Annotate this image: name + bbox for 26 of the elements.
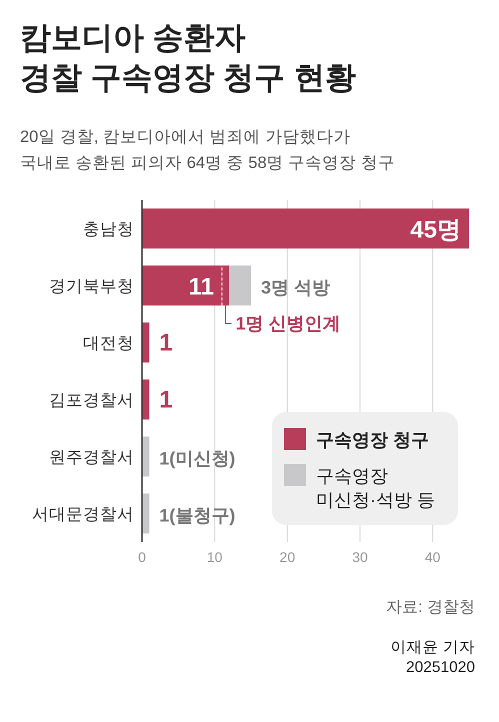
- annotation: 이재윤 기자: [390, 639, 475, 656]
- category: 대전청: [83, 334, 134, 352]
- category: 원주경찰서: [49, 448, 134, 466]
- category: 충남청: [83, 220, 134, 238]
- legend-label: 구속영장 청구: [316, 430, 430, 450]
- data-label: 1: [159, 330, 173, 356]
- legend-label: 구속영장 미신청·석방 등: [316, 466, 435, 510]
- data-label: 3명 석방: [261, 278, 330, 298]
- subtitle: 20일 경찰, 캄보디아에서 범죄에 가담했다가 국내로 송환된 피의자 64명 중 58명 구속영장 청구: [20, 128, 395, 172]
- xtick: 10: [206, 549, 222, 565]
- xtick: 30: [352, 549, 368, 565]
- data-label: 11: [188, 274, 214, 300]
- category: 김포경찰서: [49, 392, 134, 410]
- xtick: 40: [424, 549, 440, 565]
- title: 캄보디아 송환자 경찰 구속영장 청구 현황: [20, 20, 356, 95]
- data-label: 1(불청구): [159, 506, 236, 526]
- xtick: 20: [280, 549, 296, 565]
- data-label: 1명 신병인계: [236, 314, 341, 334]
- category: 서대문경찰서: [32, 506, 134, 524]
- data-label: 1(미신청): [159, 448, 236, 468]
- annotation: 자료: 경찰청: [386, 599, 475, 616]
- data-label: 45명: [410, 216, 461, 244]
- annotation: 20251020: [406, 659, 475, 676]
- data-label: 1: [159, 386, 173, 414]
- xtick: 0: [138, 549, 146, 565]
- category: 경기북부청: [49, 278, 134, 296]
